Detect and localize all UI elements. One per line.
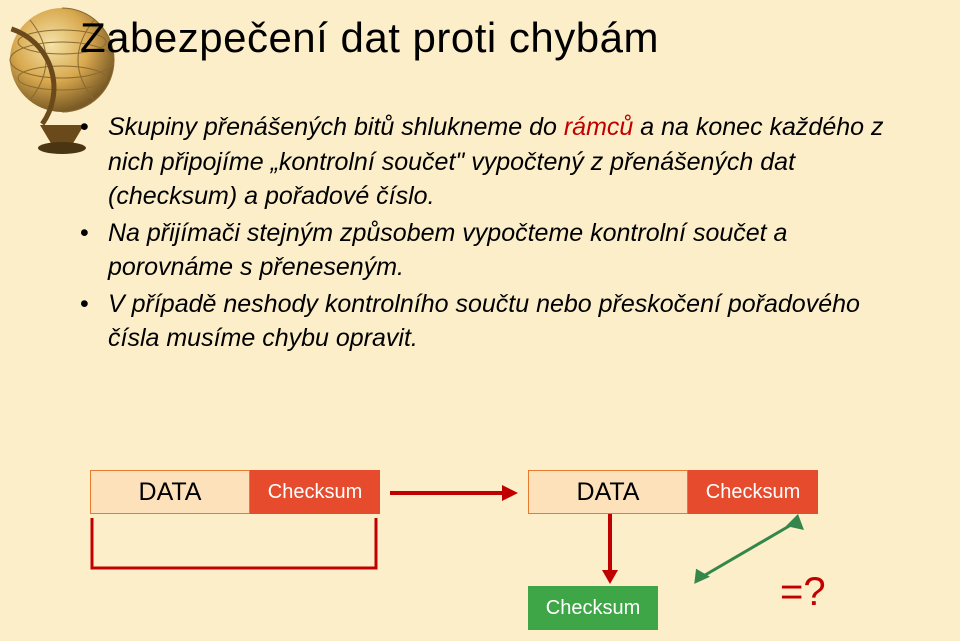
checksum-box-right: Checksum (688, 470, 818, 514)
bullet-1-pre: Skupiny přenášených bitů shlukneme do (108, 113, 564, 141)
equals-question: =? (780, 570, 826, 615)
bullet-1: Skupiny přenášených bitů shlukneme do rá… (80, 110, 900, 214)
bullet-list: Skupiny přenášených bitů shlukneme do rá… (80, 110, 900, 358)
bullet-1-red: rámců (564, 113, 633, 141)
bracket-left (90, 518, 380, 578)
bullet-2: Na přijímači stejným způsobem vypočteme … (80, 216, 900, 285)
bullet-3: V případě neshody kontrolního součtu neb… (80, 287, 900, 356)
checksum-box-computed: Checksum (528, 586, 658, 630)
slide-title: Zabezpečení dat proti chybám (80, 14, 659, 62)
data-box-left: DATA (90, 470, 250, 514)
arrow-transfer (390, 484, 520, 502)
data-box-right: DATA (528, 470, 688, 514)
arrow-compute (600, 514, 620, 586)
diagram: DATA Checksum DATA Checksum Checksum =? (0, 470, 960, 641)
checksum-box-left: Checksum (250, 470, 380, 514)
